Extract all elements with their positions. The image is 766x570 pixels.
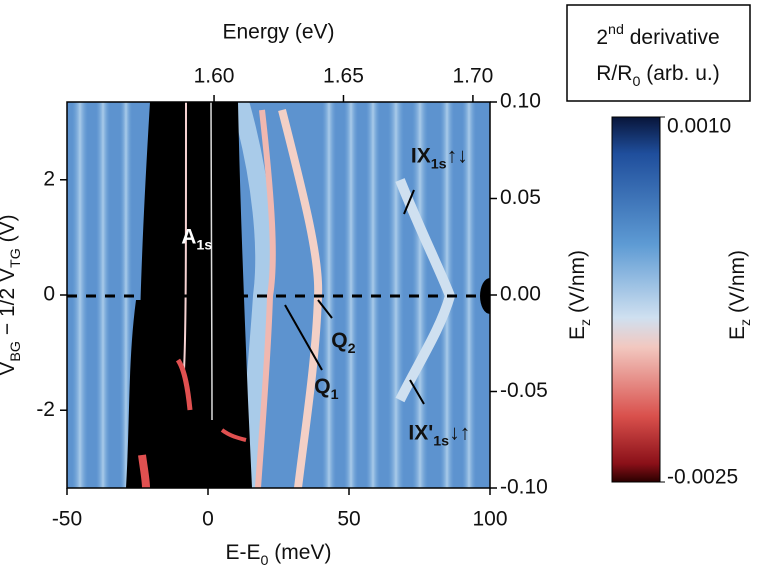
colorbar-title-part: 0 bbox=[632, 74, 640, 90]
x-tick-label: 0 bbox=[202, 508, 214, 531]
colorbar-title-part: 2 bbox=[596, 26, 608, 49]
y2-axis-label-part: (V/nm) bbox=[566, 250, 589, 319]
annotation-part: 1s bbox=[431, 156, 447, 172]
colorbar-label-part: (V/nm) bbox=[726, 250, 749, 319]
x2-tick-label: 1.60 bbox=[194, 65, 235, 88]
y-axis-label-part: (V) bbox=[0, 214, 19, 248]
annotation-part: ↑↓ bbox=[447, 144, 468, 167]
x2-tick-label: 1.65 bbox=[323, 65, 364, 88]
x2-tick-label: 1.70 bbox=[452, 65, 493, 88]
y2-axis-label-part: E bbox=[566, 326, 589, 340]
annotation-part: 1s bbox=[196, 237, 212, 253]
colorbar-title-part: derivative bbox=[624, 26, 720, 49]
colorbar-title: R/R0 (arb. u.) bbox=[596, 62, 719, 90]
y2-tick-label: -0.10 bbox=[500, 476, 548, 499]
colorbar-title: 2nd derivative bbox=[596, 22, 719, 49]
x-axis-label-part: E-E bbox=[226, 541, 261, 564]
annotation-part: ↓↑ bbox=[449, 421, 470, 444]
annotation-part: 1s bbox=[433, 433, 449, 449]
x-axis-label: E-E0 (meV) bbox=[226, 541, 332, 569]
colorbar-tick-label: -0.0025 bbox=[667, 466, 738, 489]
y-axis-label-part: − 1/2 V bbox=[0, 268, 19, 341]
colorbar-title-part: nd bbox=[608, 22, 624, 38]
y-axis-label-part: BG bbox=[8, 341, 24, 362]
colorbar-label-part: z bbox=[738, 319, 754, 326]
x2-axis-label: Energy (eV) bbox=[222, 21, 334, 44]
annotation-part: IX' bbox=[408, 421, 433, 444]
annotation: IX1s↑↓ bbox=[411, 144, 468, 172]
y-axis-label-part: TG bbox=[8, 248, 24, 268]
colorbar-title-box bbox=[566, 4, 751, 102]
annotation-part: IX bbox=[411, 144, 431, 167]
y2-tick-label: 0.05 bbox=[500, 186, 541, 209]
colorbar-tick-label: 0.0010 bbox=[667, 115, 731, 138]
annotation-part: A bbox=[181, 225, 196, 248]
annotation: IX'1s↓↑ bbox=[408, 421, 470, 449]
y-tick-label: 0 bbox=[43, 283, 55, 306]
y-axis-label: VBG − 1/2 VTG (V) bbox=[0, 214, 24, 375]
colorbar bbox=[611, 116, 661, 483]
annotation-part: Q bbox=[331, 329, 347, 352]
y-tick-label: 2 bbox=[43, 167, 55, 190]
y2-tick-label: 0.00 bbox=[500, 283, 541, 306]
annotation-part: 2 bbox=[348, 341, 356, 357]
y-axis-label-part: V bbox=[0, 362, 19, 376]
colorbar-label: Ez (V/nm) bbox=[726, 250, 754, 340]
annotation-part: Q bbox=[314, 375, 330, 398]
annotation: Q1 bbox=[314, 375, 338, 403]
y2-tick-label: -0.05 bbox=[500, 379, 548, 402]
x-tick-label: 50 bbox=[337, 508, 360, 531]
y-tick-label: -2 bbox=[36, 398, 55, 421]
annotation-part: 1 bbox=[331, 387, 339, 403]
annotation: A1s bbox=[181, 225, 212, 253]
y2-axis-label-part: z bbox=[578, 319, 594, 326]
x-tick-label: -50 bbox=[52, 508, 82, 531]
x-axis-label-part: (meV) bbox=[268, 541, 331, 564]
y2-axis-label: Ez (V/nm) bbox=[566, 250, 594, 340]
annotation: Q2 bbox=[331, 329, 355, 357]
x-tick-label: 100 bbox=[472, 508, 507, 531]
y2-tick-label: 0.10 bbox=[500, 90, 541, 113]
colorbar-label-part: E bbox=[726, 326, 749, 340]
colorbar-title-part: (arb. u.) bbox=[640, 62, 719, 85]
heatmap bbox=[67, 102, 490, 488]
x-axis-label-part: 0 bbox=[261, 553, 269, 569]
colorbar-title-part: R/R bbox=[596, 62, 632, 85]
